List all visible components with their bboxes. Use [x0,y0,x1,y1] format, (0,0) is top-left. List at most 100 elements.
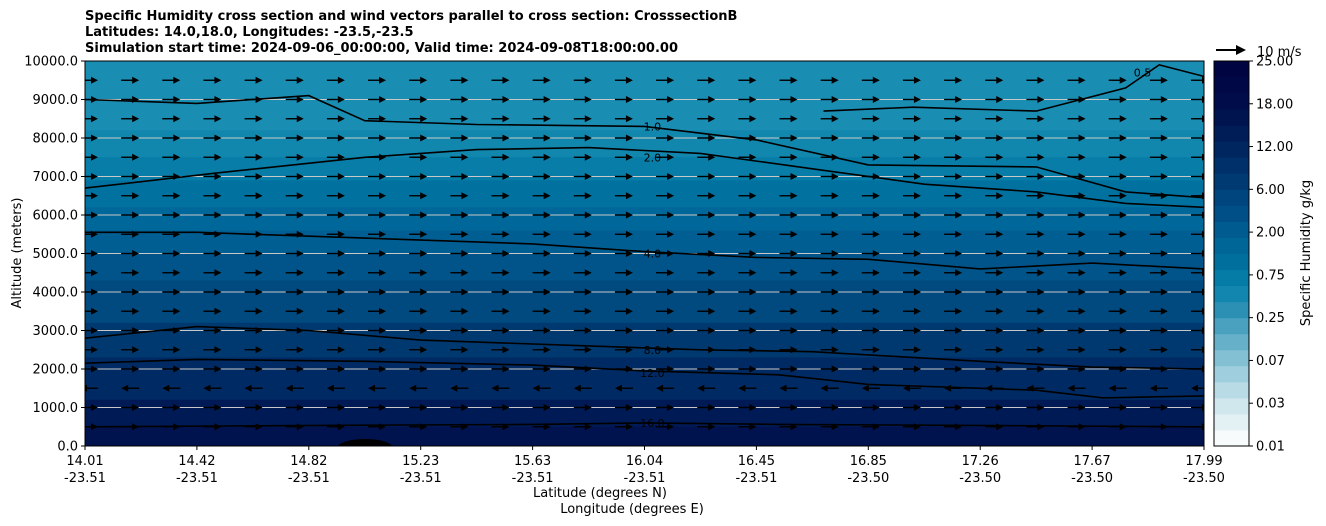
wind-arrow-head [1160,365,1168,373]
wind-arrow-head [255,173,263,180]
wind-arrow-head [91,173,98,180]
wind-arrow-head [996,76,1004,84]
wind-arrow [738,173,757,180]
wind-arrow-head [749,134,757,142]
wind-arrow [656,153,675,161]
wind-arrow-head [1078,365,1086,373]
wind-arrow-head [461,115,469,123]
wind-arrow-head [132,288,140,296]
wind-arrow-head [902,384,910,392]
wind-arrow-head [173,327,181,334]
wind-arrow-head [379,327,387,334]
wind-arrow [162,327,181,334]
wind-arrow-head [913,173,921,180]
wind-arrow-head [214,192,222,200]
wind-arrow [285,384,304,392]
wind-arrow-head [1037,423,1045,431]
wind-arrow [820,250,839,257]
wind-arrow [1026,211,1045,219]
wind-arrow-head [1078,307,1086,315]
wind-arrow-head [296,307,304,315]
wind-arrow-head [1037,365,1045,373]
wind-arrow-head [1191,384,1198,392]
wind-arrow [614,115,633,123]
wind-arrow [1149,115,1168,123]
wind-arrow-head [790,404,798,411]
wind-arrow [861,230,880,238]
wind-arrow-head [625,269,633,277]
wind-arrow-head [502,423,510,431]
y-tick-label: 0.0 [57,440,78,455]
wind-arrow [450,288,469,296]
wind-arrow-head [420,365,428,373]
wind-arrow [985,288,1004,296]
wind-arrow [326,192,345,200]
contour-line [85,325,1204,370]
wind-arrow-head [420,96,428,103]
wind-arrow-head [708,211,716,219]
wind-arrow [1149,134,1168,142]
wind-arrow [121,230,140,238]
wind-arrow [244,192,263,200]
wind-arrow [121,307,140,315]
wind-arrow-head [379,96,387,103]
wind-arrow [121,288,140,296]
wind-arrow-head [337,153,345,161]
wind-arrow [1108,96,1127,103]
wind-arrow [491,192,510,200]
wind-arrow [409,192,428,200]
wind-arrow-head [584,269,592,277]
wind-arrow [656,365,675,373]
wind-arrow [203,96,222,103]
title-line-1: Specific Humidity cross section and wind… [85,9,738,24]
wind-arrow [285,307,304,315]
wind-arrow-head [502,192,510,200]
wind-arrow-head [255,153,263,161]
x-tick-label-latitude: 15.63 [514,454,551,469]
wind-arrow-head [296,153,304,161]
wind-arrow [85,173,98,180]
wind-arrow-head [1119,76,1127,84]
wind-arrow [532,134,551,142]
wind-arrow [326,327,345,334]
wind-arrow-head [749,115,757,123]
wind-arrow-head [296,404,304,411]
wind-arrow-head [584,76,592,84]
wind-arrow [656,211,675,219]
wind-arrow [1108,269,1127,277]
x-tick-label-longitude: -23.51 [512,471,554,486]
wind-arrow-head [543,153,551,161]
wind-arrow-head [1037,269,1045,277]
wind-arrow-head [255,307,263,315]
wind-arrow [409,288,428,296]
wind-arrow [85,327,98,334]
wind-arrow-head [173,423,181,431]
wind-arrow [326,134,345,142]
wind-arrow [1149,211,1168,219]
wind-arrow [1026,327,1045,334]
wind-arrow [614,173,633,180]
wind-arrow [162,134,181,142]
wind-arrow [614,384,633,392]
wind-arrow-head [667,115,675,123]
wind-arrow-head [749,327,757,334]
wind-arrow-head [790,269,798,277]
wind-arrow [985,96,1004,103]
wind-arrow-head [420,307,428,315]
wind-arrow [285,288,304,296]
contour-label: 1.0 [644,120,662,133]
wind-arrow-head [996,423,1004,431]
wind-arrow [1067,153,1086,161]
colorbar-tick-label: 0.75 [1256,268,1285,283]
wind-arrow-head [996,192,1004,200]
wind-arrow [532,230,551,238]
wind-arrow-head [955,346,963,354]
wind-arrow [861,327,880,334]
contour-line [85,146,1204,209]
wind-arrow-head [461,327,469,334]
wind-arrow-head [1078,211,1086,219]
wind-arrow [902,365,921,373]
wind-arrow [697,76,716,84]
wind-arrow-head [296,173,304,180]
wind-arrow [203,269,222,277]
